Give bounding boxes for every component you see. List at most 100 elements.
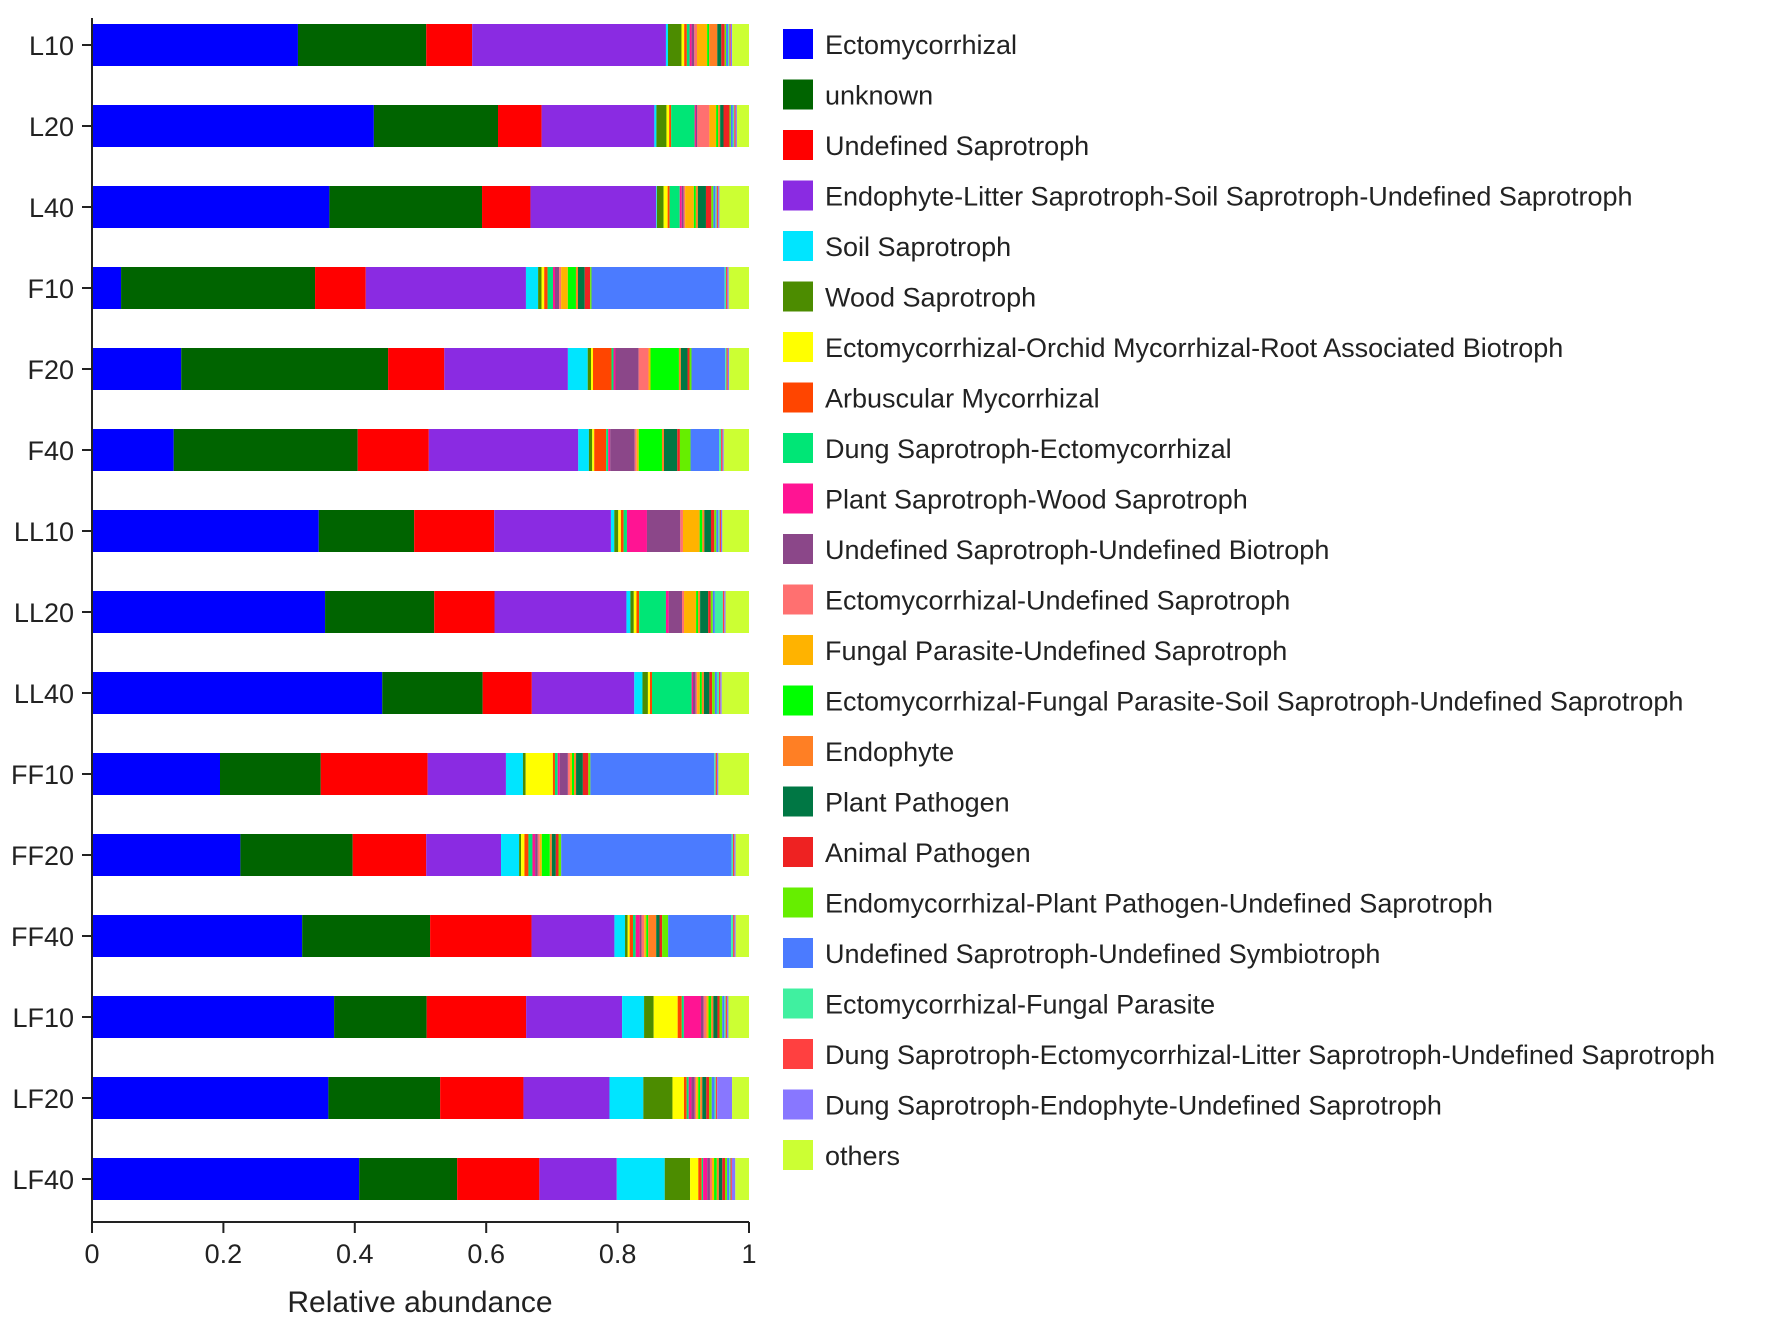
bar-segment-ff10-14: [574, 753, 577, 795]
bar-segment-lf20-9: [688, 1077, 692, 1119]
bar-segment-ll20-19: [714, 591, 723, 633]
bar-segment-l20-17: [729, 105, 731, 147]
bar-segment-l20-22: [736, 105, 749, 147]
bar-segment-f20-16: [687, 348, 690, 390]
bar-segment-f20-17: [689, 348, 692, 390]
legend-swatch-0: [783, 29, 813, 59]
bar-segment-f40-0: [92, 429, 174, 471]
bar-segment-ll20-22: [725, 591, 749, 633]
bar-segment-ff10-0: [92, 753, 220, 795]
bar-segment-ff10-10: [559, 753, 568, 795]
bar-segment-lf20-18: [711, 1077, 715, 1119]
bar-segment-ll40-1: [382, 672, 483, 714]
bar-segment-ff10-13: [571, 753, 575, 795]
bar-segment-lf20-17: [709, 1077, 712, 1119]
bar-segment-ll20-15: [700, 591, 709, 633]
bar-segment-f10-21: [727, 267, 729, 309]
bar-segment-ff10-7: [552, 753, 555, 795]
legend-label-7: Arbuscular Mycorrhizal: [825, 384, 1100, 414]
bar-segment-ff40-2: [430, 915, 532, 957]
bar-segment-f20-15: [680, 348, 688, 390]
bar-segment-l10-10: [691, 24, 695, 66]
y-tick-label-l40: L40: [29, 193, 74, 223]
bar-segment-f40-1: [173, 429, 358, 471]
bar-segment-ll40-15: [703, 672, 710, 714]
bar-segment-ff40-22: [735, 915, 749, 957]
legend-swatch-13: [783, 685, 813, 716]
bar-segment-ll10-16: [710, 510, 715, 552]
bar-segment-lf20-15: [702, 1077, 707, 1119]
bar-segment-ll20-12: [684, 591, 697, 633]
bar-segment-ff20-2: [352, 834, 427, 876]
bar-segment-l40-22: [719, 186, 749, 228]
bar-segment-lf20-21: [717, 1077, 733, 1119]
bar-segment-ll40-2: [482, 672, 532, 714]
bar-segment-l10-11: [694, 24, 698, 66]
bar-segment-f40-19: [719, 429, 722, 471]
bar-segment-ff20-6: [521, 834, 525, 876]
x-tick-label-0: 0: [84, 1239, 99, 1269]
bar-segment-lf10-2: [426, 996, 527, 1038]
legend-label-22: others: [825, 1141, 900, 1171]
bar-segment-ff10-22: [718, 753, 749, 795]
bar-segment-l40-1: [329, 186, 483, 228]
bar-segment-f10-0: [92, 267, 122, 309]
bar-segment-ll40-3: [531, 672, 635, 714]
legend-swatch-1: [783, 79, 813, 110]
bar-segment-ll10-12: [682, 510, 700, 552]
bar-segment-f10-7: [544, 267, 548, 309]
bar-segment-l10-19: [728, 24, 730, 66]
bar-segment-ff40-17: [662, 915, 669, 957]
bar-segment-ff10-15: [576, 753, 583, 795]
bar-segment-ll10-9: [626, 510, 647, 552]
bar-segment-l10-20: [729, 24, 731, 66]
bar-segment-lf10-18: [722, 996, 725, 1038]
bar-segment-lf20-10: [691, 1077, 695, 1119]
bar-segment-ff20-11: [537, 834, 540, 876]
bar-segment-lf40-22: [735, 1158, 749, 1200]
bar-segment-f40-13: [638, 429, 662, 471]
bar-segment-ff20-19: [731, 834, 733, 876]
bar-segment-f40-2: [357, 429, 429, 471]
bar-segment-lf20-4: [609, 1077, 644, 1119]
bar-segment-l10-2: [426, 24, 473, 66]
bar-segment-f20-22: [729, 348, 749, 390]
bar-segment-lf40-7: [698, 1158, 702, 1200]
bar-segment-f20-2: [388, 348, 445, 390]
bar-segment-f40-21: [722, 429, 724, 471]
bar-segment-l20-14: [718, 105, 721, 147]
bar-segment-ll10-10: [646, 510, 681, 552]
bar-segment-l20-5: [656, 105, 667, 147]
bar-segment-l10-22: [732, 24, 749, 66]
bar-segment-l40-7: [667, 186, 670, 228]
bar-segment-l40-21: [718, 186, 720, 228]
bar-segment-lf20-5: [643, 1077, 673, 1119]
bar-segment-lf40-2: [457, 1158, 540, 1200]
bar-segment-lf10-3: [526, 996, 623, 1038]
legend-swatch-15: [783, 786, 813, 817]
bar-segment-ff20-22: [735, 834, 749, 876]
bar-segment-f20-14: [678, 348, 681, 390]
bar-segment-lf10-8: [681, 996, 684, 1038]
bar-segment-ll10-18: [716, 510, 719, 552]
bar-segment-l10-3: [472, 24, 666, 66]
bar-segment-ff40-1: [302, 915, 431, 957]
bar-segment-ll20-13: [696, 591, 699, 633]
legend-label-17: Endomycorrhizal-Plant Pathogen-Undefined…: [825, 889, 1493, 919]
y-tick-label-lf20: LF20: [12, 1084, 74, 1114]
bar-segment-f10-5: [538, 267, 542, 309]
legend-label-12: Fungal Parasite-Undefined Saprotroph: [825, 636, 1287, 666]
bar-segment-ff40-12: [644, 915, 647, 957]
bar-segment-ll20-11: [682, 591, 685, 633]
bar-segment-l10-1: [297, 24, 427, 66]
bar-segment-l10-8: [686, 24, 690, 66]
bar-segment-l20-19: [732, 105, 735, 147]
bar-segment-f20-9: [613, 348, 616, 390]
y-tick-label-l10: L10: [29, 31, 74, 61]
bar-segment-l40-17: [711, 186, 714, 228]
bar-segment-l20-2: [498, 105, 542, 147]
bar-segment-ff40-8: [632, 915, 636, 957]
bar-segment-lf20-11: [694, 1077, 697, 1119]
bar-segment-ff20-12: [539, 834, 542, 876]
